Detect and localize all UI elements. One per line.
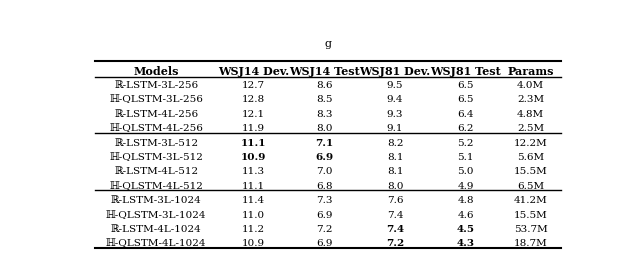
Text: 8.2: 8.2 <box>387 139 403 148</box>
Text: 41.2M: 41.2M <box>514 196 547 205</box>
Text: 6.5: 6.5 <box>458 95 474 104</box>
Text: 6.5M: 6.5M <box>517 182 544 191</box>
Text: 4.0M: 4.0M <box>517 81 544 90</box>
Text: 7.4: 7.4 <box>387 211 403 220</box>
Text: g: g <box>324 39 332 49</box>
Text: 8.1: 8.1 <box>387 167 403 176</box>
Text: 4.9: 4.9 <box>458 182 474 191</box>
Text: 5.2: 5.2 <box>458 139 474 148</box>
Text: ℝ-LSTM-3L-1024: ℝ-LSTM-3L-1024 <box>111 196 202 205</box>
Text: 7.4: 7.4 <box>386 225 404 234</box>
Text: 12.1: 12.1 <box>243 110 266 119</box>
Text: 12.7: 12.7 <box>243 81 266 90</box>
Text: 7.2: 7.2 <box>316 225 333 234</box>
Text: 6.5: 6.5 <box>458 81 474 90</box>
Text: ℍ-QLSTM-3L-256: ℍ-QLSTM-3L-256 <box>109 95 203 104</box>
Text: WSJ81 Dev.: WSJ81 Dev. <box>360 66 431 77</box>
Text: WSJ14 Test: WSJ14 Test <box>289 66 360 77</box>
Text: 4.8M: 4.8M <box>517 110 544 119</box>
Text: ℝ-LSTM-4L-256: ℝ-LSTM-4L-256 <box>114 110 198 119</box>
Text: 11.0: 11.0 <box>243 211 266 220</box>
Text: 6.4: 6.4 <box>458 110 474 119</box>
Text: 9.4: 9.4 <box>387 95 403 104</box>
Text: 6.9: 6.9 <box>316 211 333 220</box>
Text: 2.3M: 2.3M <box>517 95 544 104</box>
Text: ℍ-QLSTM-4L-1024: ℍ-QLSTM-4L-1024 <box>106 240 206 248</box>
Text: 7.3: 7.3 <box>316 196 333 205</box>
Text: 11.4: 11.4 <box>243 196 266 205</box>
Text: ℝ-LSTM-3L-256: ℝ-LSTM-3L-256 <box>114 81 198 90</box>
Text: 11.1: 11.1 <box>241 139 267 148</box>
Text: Params: Params <box>508 66 554 77</box>
Text: 6.9: 6.9 <box>316 240 333 248</box>
Text: 8.0: 8.0 <box>316 124 333 133</box>
Text: 8.1: 8.1 <box>387 153 403 162</box>
Text: 10.9: 10.9 <box>241 153 266 162</box>
Text: ℍ-QLSTM-4L-256: ℍ-QLSTM-4L-256 <box>109 124 203 133</box>
Text: 6.8: 6.8 <box>316 182 333 191</box>
Text: ℍ-QLSTM-3L-512: ℍ-QLSTM-3L-512 <box>109 153 203 162</box>
Text: 8.6: 8.6 <box>316 81 333 90</box>
Text: 5.1: 5.1 <box>458 153 474 162</box>
Text: 6.9: 6.9 <box>316 153 333 162</box>
Text: 11.2: 11.2 <box>243 225 266 234</box>
Text: 11.9: 11.9 <box>243 124 266 133</box>
Text: Models: Models <box>133 66 179 77</box>
Text: 8.0: 8.0 <box>387 182 403 191</box>
Text: 12.2M: 12.2M <box>514 139 547 148</box>
Text: 6.2: 6.2 <box>458 124 474 133</box>
Text: ℝ-LSTM-3L-512: ℝ-LSTM-3L-512 <box>114 139 198 148</box>
Text: 8.3: 8.3 <box>316 110 333 119</box>
Text: 10.9: 10.9 <box>243 240 266 248</box>
Text: 9.3: 9.3 <box>387 110 403 119</box>
Text: 12.8: 12.8 <box>243 95 266 104</box>
Text: 11.3: 11.3 <box>243 167 266 176</box>
Text: 4.6: 4.6 <box>458 211 474 220</box>
Text: 7.2: 7.2 <box>386 240 404 248</box>
Text: 7.1: 7.1 <box>316 139 333 148</box>
Text: 4.3: 4.3 <box>457 240 475 248</box>
Text: WSJ81 Test: WSJ81 Test <box>430 66 501 77</box>
Text: 11.1: 11.1 <box>243 182 266 191</box>
Text: ℍ-QLSTM-3L-1024: ℍ-QLSTM-3L-1024 <box>106 211 206 220</box>
Text: WSJ14 Dev.: WSJ14 Dev. <box>218 66 289 77</box>
Text: ℝ-LSTM-4L-1024: ℝ-LSTM-4L-1024 <box>111 225 202 234</box>
Text: 15.5M: 15.5M <box>514 211 547 220</box>
Text: 15.5M: 15.5M <box>514 167 547 176</box>
Text: 18.7M: 18.7M <box>514 240 547 248</box>
Text: 7.6: 7.6 <box>387 196 403 205</box>
Text: 2.5M: 2.5M <box>517 124 544 133</box>
Text: 5.0: 5.0 <box>458 167 474 176</box>
Text: 4.5: 4.5 <box>457 225 475 234</box>
Text: 9.1: 9.1 <box>387 124 403 133</box>
Text: 53.7M: 53.7M <box>514 225 547 234</box>
Text: 4.8: 4.8 <box>458 196 474 205</box>
Text: 9.5: 9.5 <box>387 81 403 90</box>
Text: 8.5: 8.5 <box>316 95 333 104</box>
Text: ℝ-LSTM-4L-512: ℝ-LSTM-4L-512 <box>114 167 198 176</box>
Text: 7.0: 7.0 <box>316 167 333 176</box>
Text: ℍ-QLSTM-4L-512: ℍ-QLSTM-4L-512 <box>109 182 203 191</box>
Text: 5.6M: 5.6M <box>517 153 544 162</box>
